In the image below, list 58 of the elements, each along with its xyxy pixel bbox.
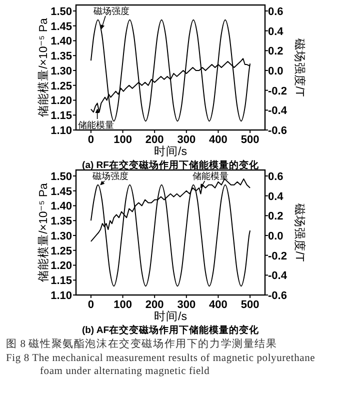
caption: 图 8 磁性聚氨酯泡沫在交变磁场作用下的力学测量结果 xyxy=(5,338,278,352)
x-tick-label: 300 xyxy=(177,299,196,311)
x-tick-label: 400 xyxy=(209,134,228,146)
y-tick-label: 1.20 xyxy=(50,95,72,108)
y-tick-label: 1.40 xyxy=(50,200,72,213)
x-tick-label: 400 xyxy=(209,299,228,311)
y-tick-label: 1.45 xyxy=(50,20,72,33)
y-tick-label: 1.15 xyxy=(50,110,72,122)
x-tick-label: 500 xyxy=(240,134,260,146)
y2-tick-label: 0.2 xyxy=(268,210,284,223)
x-tick-label: 200 xyxy=(145,299,164,311)
y2-tick-label: -0.2 xyxy=(268,250,287,262)
y-tick-label: 1.40 xyxy=(50,36,72,48)
y2-tick-label: -0.6 xyxy=(268,290,287,302)
y-tick-label: 1.35 xyxy=(50,216,72,228)
y2-tick-label: -0.6 xyxy=(268,125,287,137)
x-tick-label: 0 xyxy=(88,299,94,311)
x-tick-label: 100 xyxy=(114,299,132,311)
annotation: 磁场强度 xyxy=(92,171,128,181)
x-tick-label: 0 xyxy=(88,134,94,146)
y-tick-label: 1.30 xyxy=(50,230,72,242)
y2-tick-label: -0.4 xyxy=(268,105,288,118)
y-tick-label: 1.35 xyxy=(50,50,72,63)
x-tick-label: 300 xyxy=(177,134,196,146)
y2-axis-title: 磁场强度/T xyxy=(293,202,307,262)
y2-tick-label: 0.4 xyxy=(268,26,284,38)
y2-tick-label: 0.6 xyxy=(268,170,284,183)
x-axis-title: 时间/s xyxy=(154,145,188,158)
y2-tick-label: 0.6 xyxy=(268,6,284,18)
y2-tick-label: 0.4 xyxy=(268,190,284,203)
y-tick-label: 1.30 xyxy=(50,65,72,78)
y-tick-label: 1.50 xyxy=(50,6,72,18)
caption: Fig 8 The mechanical measurement results of magnetic polyurethane foam under alternating magnetic field xyxy=(5,352,316,378)
y2-axis-title: 磁场强度/T xyxy=(293,37,307,97)
y2-tick-label: 0.2 xyxy=(268,46,284,58)
y-tick-label: 1.10 xyxy=(50,125,72,137)
x-tick-label: 100 xyxy=(114,134,132,146)
y-tick-label: 1.25 xyxy=(50,80,72,92)
x-tick-label: 200 xyxy=(145,134,164,146)
y-tick-label: 1.50 xyxy=(50,170,72,183)
y-tick-label: 1.10 xyxy=(50,290,72,302)
y-tick-label: 1.20 xyxy=(50,260,72,272)
text: (b) AF在交变磁场作用下储能模量的变化 xyxy=(82,324,260,336)
y2-tick-label: 0.0 xyxy=(268,230,284,242)
y-tick-label: 1.25 xyxy=(50,245,72,258)
x-tick-label: 500 xyxy=(240,299,260,311)
annotation: 磁场强度 xyxy=(92,6,130,16)
y-tick-label: 1.15 xyxy=(50,275,72,288)
y2-tick-label: -0.4 xyxy=(268,270,288,282)
annotation: 储能模量 xyxy=(192,171,229,181)
y-tick-label: 1.45 xyxy=(50,186,72,198)
y-axis-title: 储能模量/×10⁻⁵ Pa xyxy=(37,182,50,282)
x-axis-title: 时间/s xyxy=(154,310,188,323)
y-axis-title: 储能模量/×10⁻⁵ Pa xyxy=(37,18,50,117)
text: (a) RF在交变磁场作用下储能模量的变化 xyxy=(82,159,260,171)
annotation: 储能模量 xyxy=(78,120,114,130)
y2-tick-label: -0.2 xyxy=(268,85,287,98)
y2-tick-label: 0.0 xyxy=(268,65,284,78)
